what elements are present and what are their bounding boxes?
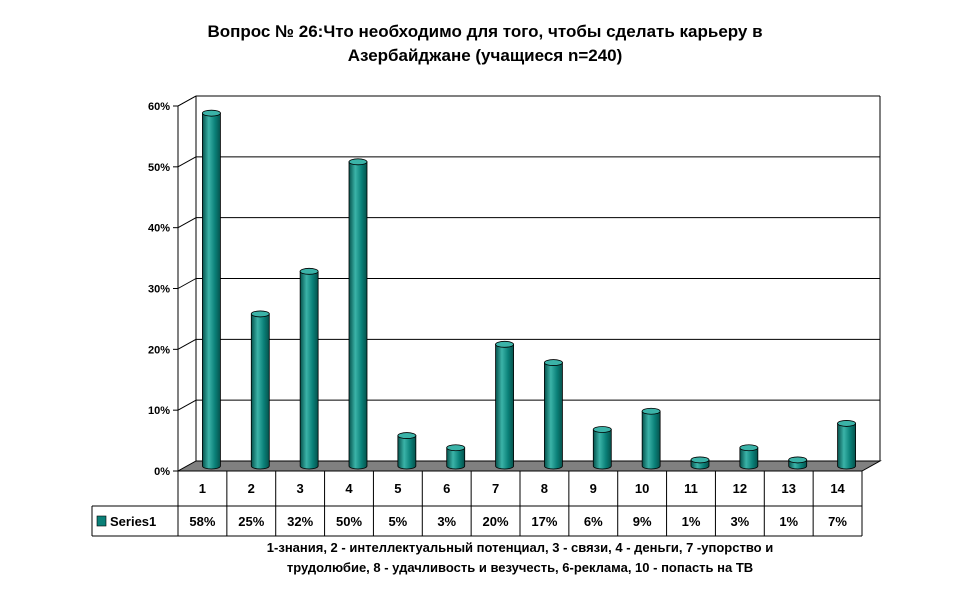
bar-body <box>202 112 221 470</box>
bar-top <box>299 267 319 275</box>
data-label: 3% <box>437 514 456 529</box>
bar-body <box>397 435 417 470</box>
bar-top <box>495 340 514 348</box>
x-tick-label: 6 <box>443 481 450 496</box>
x-tick-label: 1 <box>199 481 206 496</box>
bar <box>348 158 368 470</box>
y-tick-label: 50% <box>148 162 170 174</box>
bar-top <box>641 407 661 415</box>
x-tick-label: 5 <box>394 481 401 496</box>
bar-top <box>250 310 270 318</box>
bar <box>299 267 319 470</box>
data-label: 20% <box>483 514 509 529</box>
gridline-side <box>177 278 197 289</box>
gridline-side <box>177 95 197 107</box>
bar-body <box>299 270 319 470</box>
y-tick-label: 10% <box>148 405 170 417</box>
legend-swatch <box>96 515 107 527</box>
data-label: 17% <box>531 514 557 529</box>
data-label: 3% <box>730 514 749 529</box>
data-label: 50% <box>336 514 362 529</box>
bar <box>250 310 270 470</box>
bar-top <box>837 420 856 427</box>
gridline-side <box>177 399 197 411</box>
bar-top <box>446 444 466 452</box>
bar-top <box>592 426 612 433</box>
bar <box>544 359 563 470</box>
bar-body <box>348 161 368 470</box>
x-tick-label: 3 <box>297 481 304 496</box>
gridline-side <box>177 217 197 229</box>
x-tick-label: 9 <box>590 481 597 496</box>
x-tick-label: 14 <box>830 481 845 496</box>
y-tick-label: 0% <box>154 466 170 478</box>
bar-top <box>348 158 368 166</box>
bar-body <box>446 447 466 470</box>
bar <box>592 426 612 470</box>
gridline-side <box>177 338 197 350</box>
data-label: 25% <box>238 514 264 529</box>
bar <box>788 456 808 470</box>
bar-top <box>202 109 221 117</box>
data-label: 5% <box>388 514 407 529</box>
bar <box>202 109 221 470</box>
chart-footnote: 1-знания, 2 - интеллектуальный потенциал… <box>180 538 860 578</box>
y-tick-label: 60% <box>148 101 170 113</box>
bar-body <box>739 447 759 470</box>
bar <box>641 407 661 470</box>
data-label: 9% <box>633 514 652 529</box>
x-tick-label: 13 <box>781 481 795 496</box>
x-tick-label: 7 <box>492 481 499 496</box>
x-tick-label: 11 <box>684 481 698 496</box>
bar-top <box>788 456 808 464</box>
bar <box>739 444 759 470</box>
bar-top <box>739 444 759 452</box>
bar-top <box>690 456 710 464</box>
bar <box>690 456 710 470</box>
bar <box>397 432 417 470</box>
bar <box>495 340 514 470</box>
footnote-line-2: трудолюбие, 8 - удачливость и везучесть,… <box>286 560 754 575</box>
footnote-line-1: 1-знания, 2 - интеллектуальный потенциал… <box>266 540 774 555</box>
bar-body <box>641 410 661 470</box>
y-tick-label: 20% <box>148 344 170 356</box>
x-tick-label: 2 <box>248 481 255 496</box>
data-label: 58% <box>189 514 215 529</box>
data-label: 32% <box>287 514 313 529</box>
x-tick-label: 12 <box>733 481 747 496</box>
bar-top <box>544 359 563 366</box>
chart-title-line-1: Вопрос № 26:Что необходимо для того, что… <box>207 22 763 41</box>
chart-title-line-2: Азербайджане (учащиеся n=240) <box>347 46 623 65</box>
bar <box>446 444 466 470</box>
bar-body <box>837 423 856 470</box>
chart-floor <box>176 460 882 472</box>
x-tick-label: 4 <box>345 481 353 496</box>
gridline-side <box>177 156 197 168</box>
y-tick-label: 40% <box>148 223 170 235</box>
data-label: 7% <box>828 514 847 529</box>
data-label: 6% <box>584 514 603 529</box>
bar-body <box>544 362 563 470</box>
bar-body <box>592 429 612 470</box>
data-label: 1% <box>682 514 701 529</box>
x-tick-label: 8 <box>541 481 548 496</box>
chart-title: Вопрос № 26:Что необходимо для того, что… <box>135 20 835 68</box>
bar-top <box>397 432 417 439</box>
bar-body <box>495 343 514 470</box>
bar-body <box>250 313 270 470</box>
y-tick-label: 30% <box>148 284 170 296</box>
bar <box>837 420 856 470</box>
x-tick-label: 10 <box>635 481 649 496</box>
data-label: 1% <box>779 514 798 529</box>
legend-label: Series1 <box>110 514 156 529</box>
